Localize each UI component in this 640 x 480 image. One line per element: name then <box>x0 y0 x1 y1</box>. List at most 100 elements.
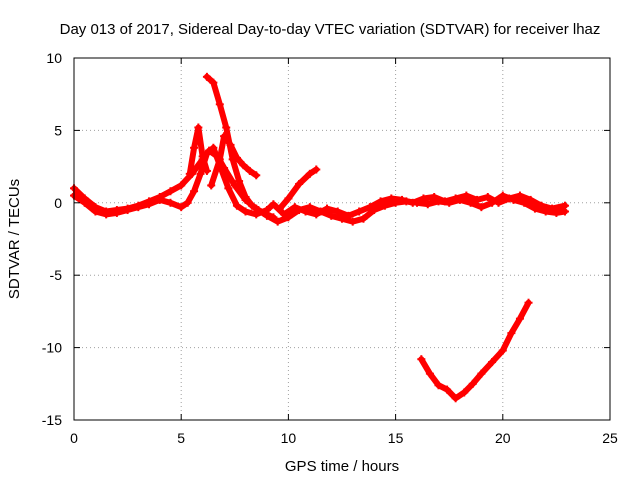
data-point-marker <box>430 193 439 202</box>
plot-frame <box>73 57 611 421</box>
data-point-marker <box>419 194 428 203</box>
y-tick-label: 0 <box>54 195 62 211</box>
x-axis-label: GPS time / hours <box>285 458 399 475</box>
data-point-marker <box>145 200 154 209</box>
data-point-marker <box>215 155 224 164</box>
series-spike-tall-arc <box>202 72 278 222</box>
data-point-marker <box>312 165 321 174</box>
x-tick-label: 25 <box>602 430 618 446</box>
x-tick-label: 0 <box>70 430 78 446</box>
data-point-marker <box>526 195 535 204</box>
tick-layer: 0 5 10 15 20 25 -15 -10 -5 0 5 10 <box>42 50 618 446</box>
data-point-marker <box>408 198 417 207</box>
data-point-marker <box>194 123 203 132</box>
data-point-marker <box>348 217 357 226</box>
series-spike-crossing-arc <box>207 132 261 190</box>
data-point-marker <box>220 132 229 141</box>
series-deep-dip-track <box>417 298 533 403</box>
data-point-marker <box>241 207 250 216</box>
data-point-marker <box>207 181 216 190</box>
data-point-marker <box>198 152 207 161</box>
data-point-marker <box>226 140 235 149</box>
data-point-marker <box>196 169 205 178</box>
data-point-marker <box>280 210 289 219</box>
data-point-marker <box>222 123 231 132</box>
data-point-marker <box>123 206 132 215</box>
data-point-marker <box>273 217 282 226</box>
data-point-marker <box>190 143 199 152</box>
data-point-marker <box>252 171 261 180</box>
data-point-marker <box>185 169 194 178</box>
data-point-marker <box>327 211 336 220</box>
x-tick-label: 10 <box>281 430 297 446</box>
data-point-marker <box>241 193 250 202</box>
data-point-marker <box>460 388 469 397</box>
y-tick-label: -10 <box>42 340 62 356</box>
data-point-marker <box>275 204 284 213</box>
data-point-marker <box>232 153 241 162</box>
y-axis-label: SDTVAR / TECUs <box>6 179 23 299</box>
chart-title: Day 013 of 2017, Sidereal Day-to-day VTE… <box>60 21 601 38</box>
data-point-marker <box>425 369 434 378</box>
data-point-marker <box>202 166 211 175</box>
data-point-marker <box>537 201 546 210</box>
series-tracks-near-zero-b <box>70 143 569 220</box>
series-layer <box>70 72 569 403</box>
data-point-marker <box>477 369 486 378</box>
x-tick-label: 5 <box>177 430 185 446</box>
data-point-marker <box>524 298 533 307</box>
series-late-hump <box>275 165 321 213</box>
data-point-marker <box>333 207 342 216</box>
data-point-marker <box>443 385 452 394</box>
data-point-marker <box>102 210 111 219</box>
y-tick-label: -5 <box>50 267 63 283</box>
data-point-marker <box>295 179 304 188</box>
data-point-marker <box>312 210 321 219</box>
data-point-marker <box>468 379 477 388</box>
data-point-marker <box>247 201 256 210</box>
data-point-marker <box>398 195 407 204</box>
y-tick-label: -15 <box>42 412 62 428</box>
data-point-marker <box>166 198 175 207</box>
data-point-marker <box>451 194 460 203</box>
data-point-marker <box>498 346 507 355</box>
data-point-marker <box>177 181 186 190</box>
data-point-marker <box>365 203 374 212</box>
data-point-marker <box>254 206 263 215</box>
data-point-marker <box>177 203 186 212</box>
data-point-marker <box>232 201 241 210</box>
data-point-marker <box>488 358 497 367</box>
data-point-marker <box>494 198 503 207</box>
data-point-marker <box>483 193 492 202</box>
grid-layer <box>74 58 610 420</box>
data-point-marker <box>344 211 353 220</box>
data-point-marker <box>507 329 516 338</box>
data-point-marker <box>239 161 248 170</box>
data-point-marker <box>305 169 314 178</box>
data-point-marker <box>423 200 432 209</box>
data-point-marker <box>262 210 271 219</box>
data-point-marker <box>451 394 460 403</box>
data-point-marker <box>112 208 121 217</box>
data-point-marker <box>235 177 244 186</box>
x-tick-label: 15 <box>388 430 404 446</box>
data-point-marker <box>202 72 211 81</box>
data-point-marker <box>290 203 299 212</box>
y-tick-label: 5 <box>54 122 62 138</box>
data-point-marker <box>548 204 557 213</box>
data-point-marker <box>560 201 569 210</box>
data-point-marker <box>530 204 539 213</box>
data-point-marker <box>209 78 218 87</box>
data-point-marker <box>477 203 486 212</box>
data-point-marker <box>269 200 278 209</box>
data-point-marker <box>301 207 310 216</box>
data-point-marker <box>155 195 164 204</box>
data-point-marker <box>166 187 175 196</box>
data-point-marker <box>209 143 218 152</box>
x-tick-label: 20 <box>495 430 511 446</box>
data-point-marker <box>245 166 254 175</box>
data-point-marker <box>322 204 331 213</box>
data-point-marker <box>376 197 385 206</box>
